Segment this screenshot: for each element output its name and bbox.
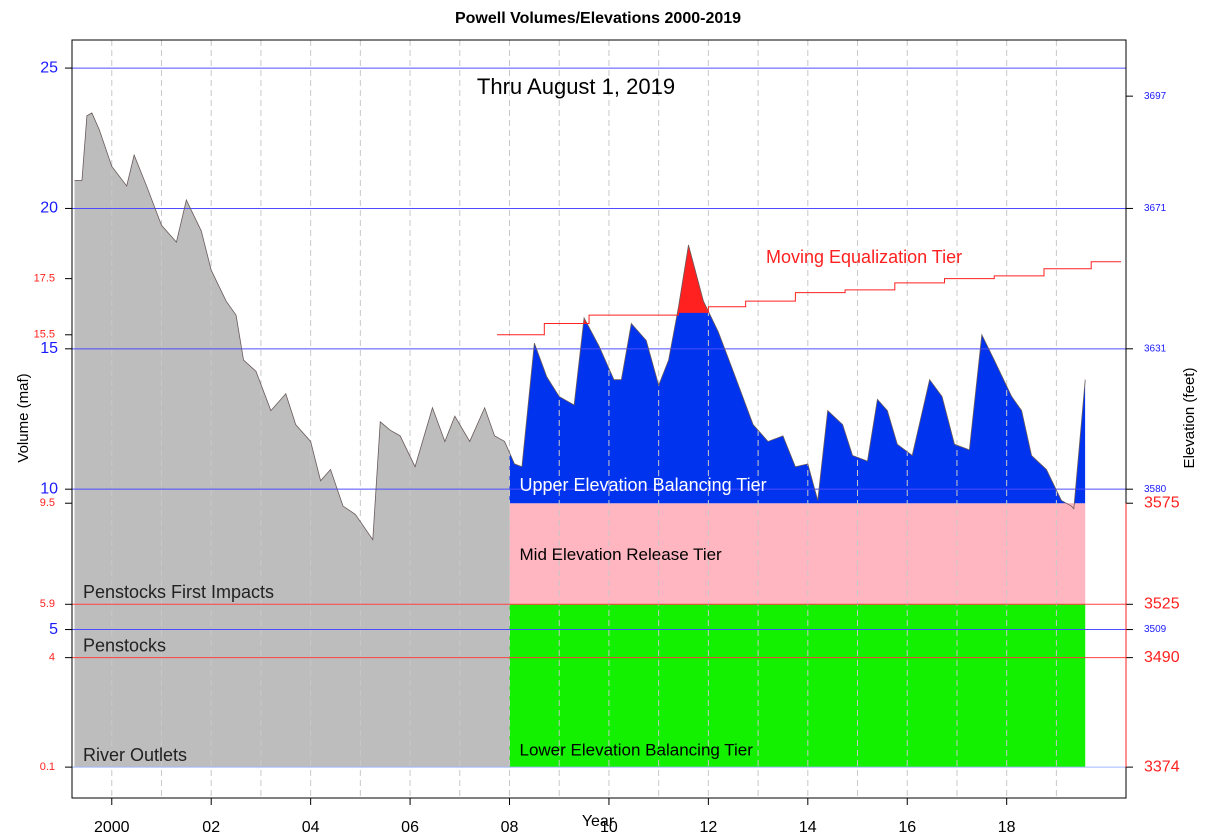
tier-label: Moving Equalization Tier (766, 247, 962, 267)
x-tick-label: 16 (898, 819, 916, 836)
x-tick-label: 02 (202, 819, 220, 836)
x-tick-label: 2000 (94, 819, 130, 836)
x-tick-label: 18 (998, 819, 1016, 836)
tier-region (509, 503, 1086, 605)
x-tick-label: 06 (401, 819, 419, 836)
y2-axis-label: Elevation (feet) (1181, 368, 1198, 469)
level-label: River Outlets (83, 745, 187, 765)
y-tick-label: 20 (40, 200, 58, 217)
chart-title: Powell Volumes/Elevations 2000-2019 (455, 10, 741, 27)
tier-region (509, 604, 1086, 768)
y-tick-label: 4 (49, 652, 55, 664)
y2-tick-label: 3575 (1144, 494, 1180, 511)
y2-tick-label: 3509 (1144, 624, 1167, 635)
tier-label: Lower Elevation Balancing Tier (520, 741, 754, 760)
plot: 25 20 15 10 5 17.5 15.5 9.5 5.9 4 0.1 3697 3671 3631 3… (34, 39, 1180, 836)
x-axis-label: Year (582, 813, 615, 830)
annotation: Thru August 1, 2019 (477, 74, 675, 99)
y-axis-label: Volume (maf) (15, 373, 32, 462)
y2-tick-label: 3631 (1144, 343, 1167, 354)
tier-label: Upper Elevation Balancing Tier (520, 475, 767, 495)
x-tick-label: 14 (799, 819, 817, 836)
y-tick-label: 9.5 (40, 497, 55, 509)
x-tick-label: 10 (600, 819, 618, 836)
y2-tick-label: 3697 (1144, 91, 1167, 102)
y2-tick-label: 3374 (1144, 758, 1180, 775)
x-tick-label: 04 (302, 819, 320, 836)
y2-tick-label: 3490 (1144, 649, 1180, 666)
history-area (74, 112, 510, 768)
y-tick-label: 5 (49, 621, 58, 638)
upper-tier-area (509, 261, 1086, 504)
y-tick-label: 0.1 (40, 761, 55, 773)
y-tick-label: 5.9 (40, 598, 55, 610)
y2-tick-label: 3580 (1144, 484, 1167, 495)
y-tick-label: 17.5 (34, 273, 55, 285)
x-tick-label: 12 (699, 819, 717, 836)
equalization-line (497, 261, 1122, 336)
plot-frame (71, 39, 1127, 799)
y2-tick-label: 3525 (1144, 596, 1180, 613)
volume-line (74, 112, 1086, 541)
y-tick-label: 10 (40, 480, 58, 497)
y-tick-label: 15.5 (34, 329, 55, 341)
level-label: Penstocks (83, 635, 166, 655)
tier-label: Mid Elevation Release Tier (520, 545, 723, 564)
y-tick-label: 25 (40, 59, 58, 76)
y-tick-label: 15 (40, 340, 58, 357)
x-tick-label: 08 (501, 819, 519, 836)
level-label: Penstocks First Impacts (83, 582, 274, 602)
y2-tick-label: 3671 (1144, 203, 1167, 214)
